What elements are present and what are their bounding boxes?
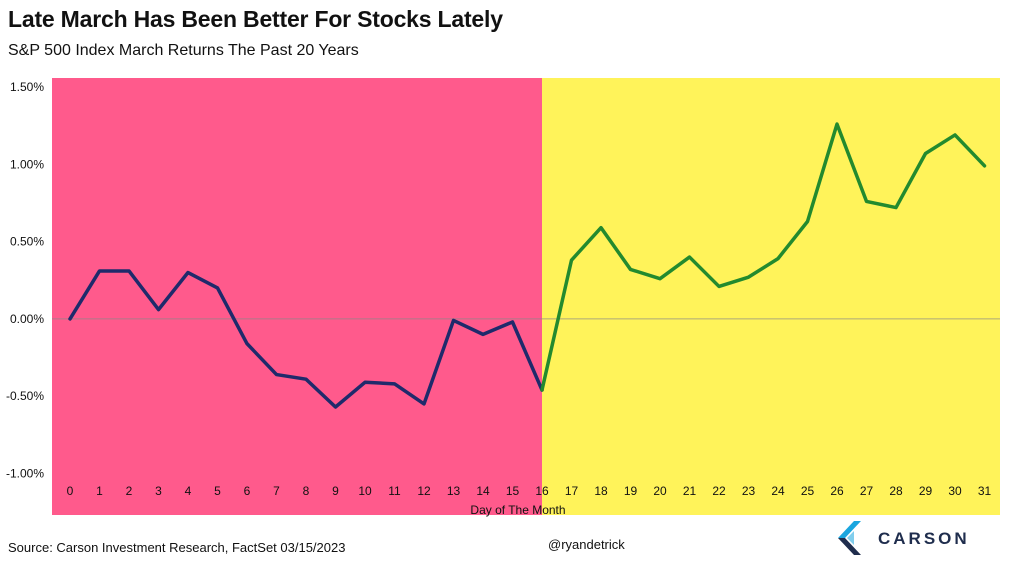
x-tick-label: 23 <box>742 484 756 498</box>
x-tick-label: 5 <box>214 484 221 498</box>
x-tick-label: 3 <box>155 484 162 498</box>
x-tick-label: 1 <box>96 484 103 498</box>
x-tick-label: 31 <box>978 484 992 498</box>
x-tick-label: 14 <box>476 484 490 498</box>
x-tick-label: 20 <box>653 484 667 498</box>
chart-title: Late March Has Been Better For Stocks La… <box>8 6 503 32</box>
y-tick-label: 0.50% <box>10 235 44 249</box>
x-tick-label: 8 <box>303 484 310 498</box>
y-tick-label: -0.50% <box>6 389 44 403</box>
y-tick-label: -1.00% <box>6 467 44 481</box>
x-tick-label: 11 <box>388 484 401 498</box>
carson-logo: CARSON <box>838 521 988 555</box>
x-tick-label: 18 <box>594 484 608 498</box>
x-tick-label: 7 <box>273 484 280 498</box>
series-line-first-half <box>68 269 544 409</box>
first-half-background <box>52 78 542 515</box>
x-tick-label: 29 <box>919 484 933 498</box>
series-line-second-half <box>540 122 987 392</box>
x-tick-label: 27 <box>860 484 874 498</box>
x-tick-label: 16 <box>535 484 549 498</box>
x-tick-label: 4 <box>185 484 192 498</box>
x-tick-label: 15 <box>506 484 520 498</box>
carson-chevron-icon <box>838 521 861 555</box>
x-tick-label: 28 <box>889 484 903 498</box>
x-tick-label: 19 <box>624 484 638 498</box>
x-tick-label: 22 <box>712 484 726 498</box>
x-tick-label: 12 <box>417 484 431 498</box>
x-tick-label: 2 <box>126 484 133 498</box>
x-tick-label: 25 <box>801 484 815 498</box>
chart-subtitle: S&P 500 Index March Returns The Past 20 … <box>8 42 359 59</box>
x-tick-label: 17 <box>565 484 579 498</box>
brand-name: CARSON <box>878 529 970 548</box>
x-tick-label: 13 <box>447 484 461 498</box>
author-handle: @ryandetrick <box>548 537 625 552</box>
second-half-background <box>542 78 1000 515</box>
x-tick-label: 21 <box>683 484 697 498</box>
x-tick-label: 6 <box>244 484 251 498</box>
y-tick-label: 1.00% <box>10 157 44 171</box>
x-tick-label: 10 <box>358 484 372 498</box>
x-tick-label: 0 <box>67 484 74 498</box>
x-tick-label: 24 <box>771 484 785 498</box>
source-note: Source: Carson Investment Research, Fact… <box>8 540 346 555</box>
x-tick-label: 30 <box>948 484 962 498</box>
y-tick-label: 1.50% <box>10 80 44 94</box>
x-tick-label: 26 <box>830 484 844 498</box>
y-tick-label: 0.00% <box>10 312 44 326</box>
x-axis-label: Day of The Month <box>470 503 565 517</box>
x-tick-label: 9 <box>332 484 339 498</box>
